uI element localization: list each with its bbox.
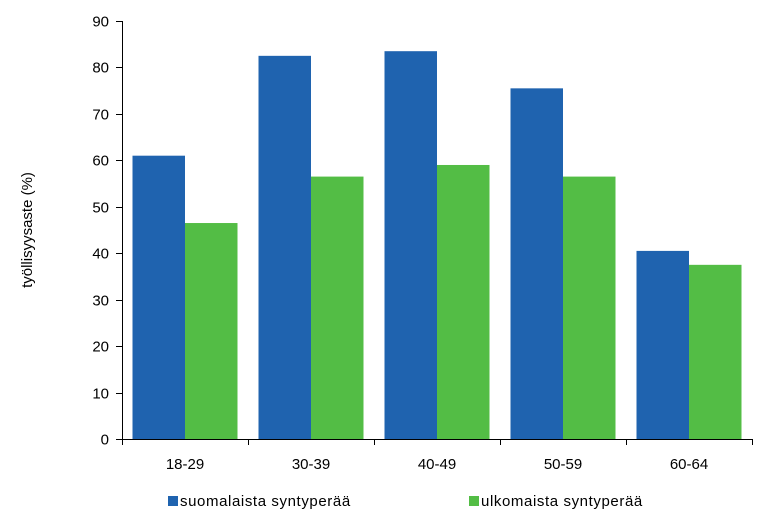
legend-swatch <box>469 496 479 506</box>
legend-label: ulkomaista syntyperää <box>481 493 643 510</box>
y-tick-label: 60 <box>92 153 109 170</box>
bar-series-2-18-29 <box>185 223 238 439</box>
y-tick-label: 40 <box>92 246 109 263</box>
bar-series-1-40-49 <box>384 51 437 439</box>
y-tick-label: 50 <box>92 200 109 217</box>
bar-series-2-50-59 <box>563 176 616 440</box>
y-tick-label: 70 <box>92 107 109 124</box>
x-tick-label: 60-64 <box>670 456 708 473</box>
y-tick-label: 80 <box>92 60 109 77</box>
x-axis-ticks: 18-29 30-39 40-49 50-59 60-64 <box>122 439 753 473</box>
y-tick-label: 0 <box>101 432 109 449</box>
bar-series-2-60-64 <box>689 264 742 439</box>
bar-series-1-50-59 <box>510 88 563 439</box>
x-tick-label: 30-39 <box>292 456 330 473</box>
bars-layer <box>132 51 742 440</box>
bar-series-1-30-39 <box>258 55 311 439</box>
x-tick-label: 50-59 <box>544 456 582 473</box>
x-tick-label: 18-29 <box>166 456 204 473</box>
legend-label: suomalaista syntyperää <box>180 493 351 510</box>
y-tick-label: 10 <box>92 386 109 403</box>
bar-series-2-30-39 <box>311 176 364 440</box>
y-axis-title: työllisyysaste (%) <box>19 172 36 288</box>
y-tick-label: 30 <box>92 293 109 310</box>
y-tick-label: 20 <box>92 339 109 356</box>
legend-swatch <box>168 496 178 506</box>
y-axis-ticks: 0 10 20 30 40 50 60 70 80 90 <box>92 14 122 449</box>
legend: suomalaista syntyperää ulkomaista syntype… <box>168 493 643 510</box>
bar-series-1-60-64 <box>636 250 689 439</box>
x-tick-label: 40-49 <box>418 456 456 473</box>
y-tick-label: 90 <box>92 14 109 31</box>
bar-series-2-40-49 <box>437 164 490 439</box>
bar-series-1-18-29 <box>132 155 185 439</box>
